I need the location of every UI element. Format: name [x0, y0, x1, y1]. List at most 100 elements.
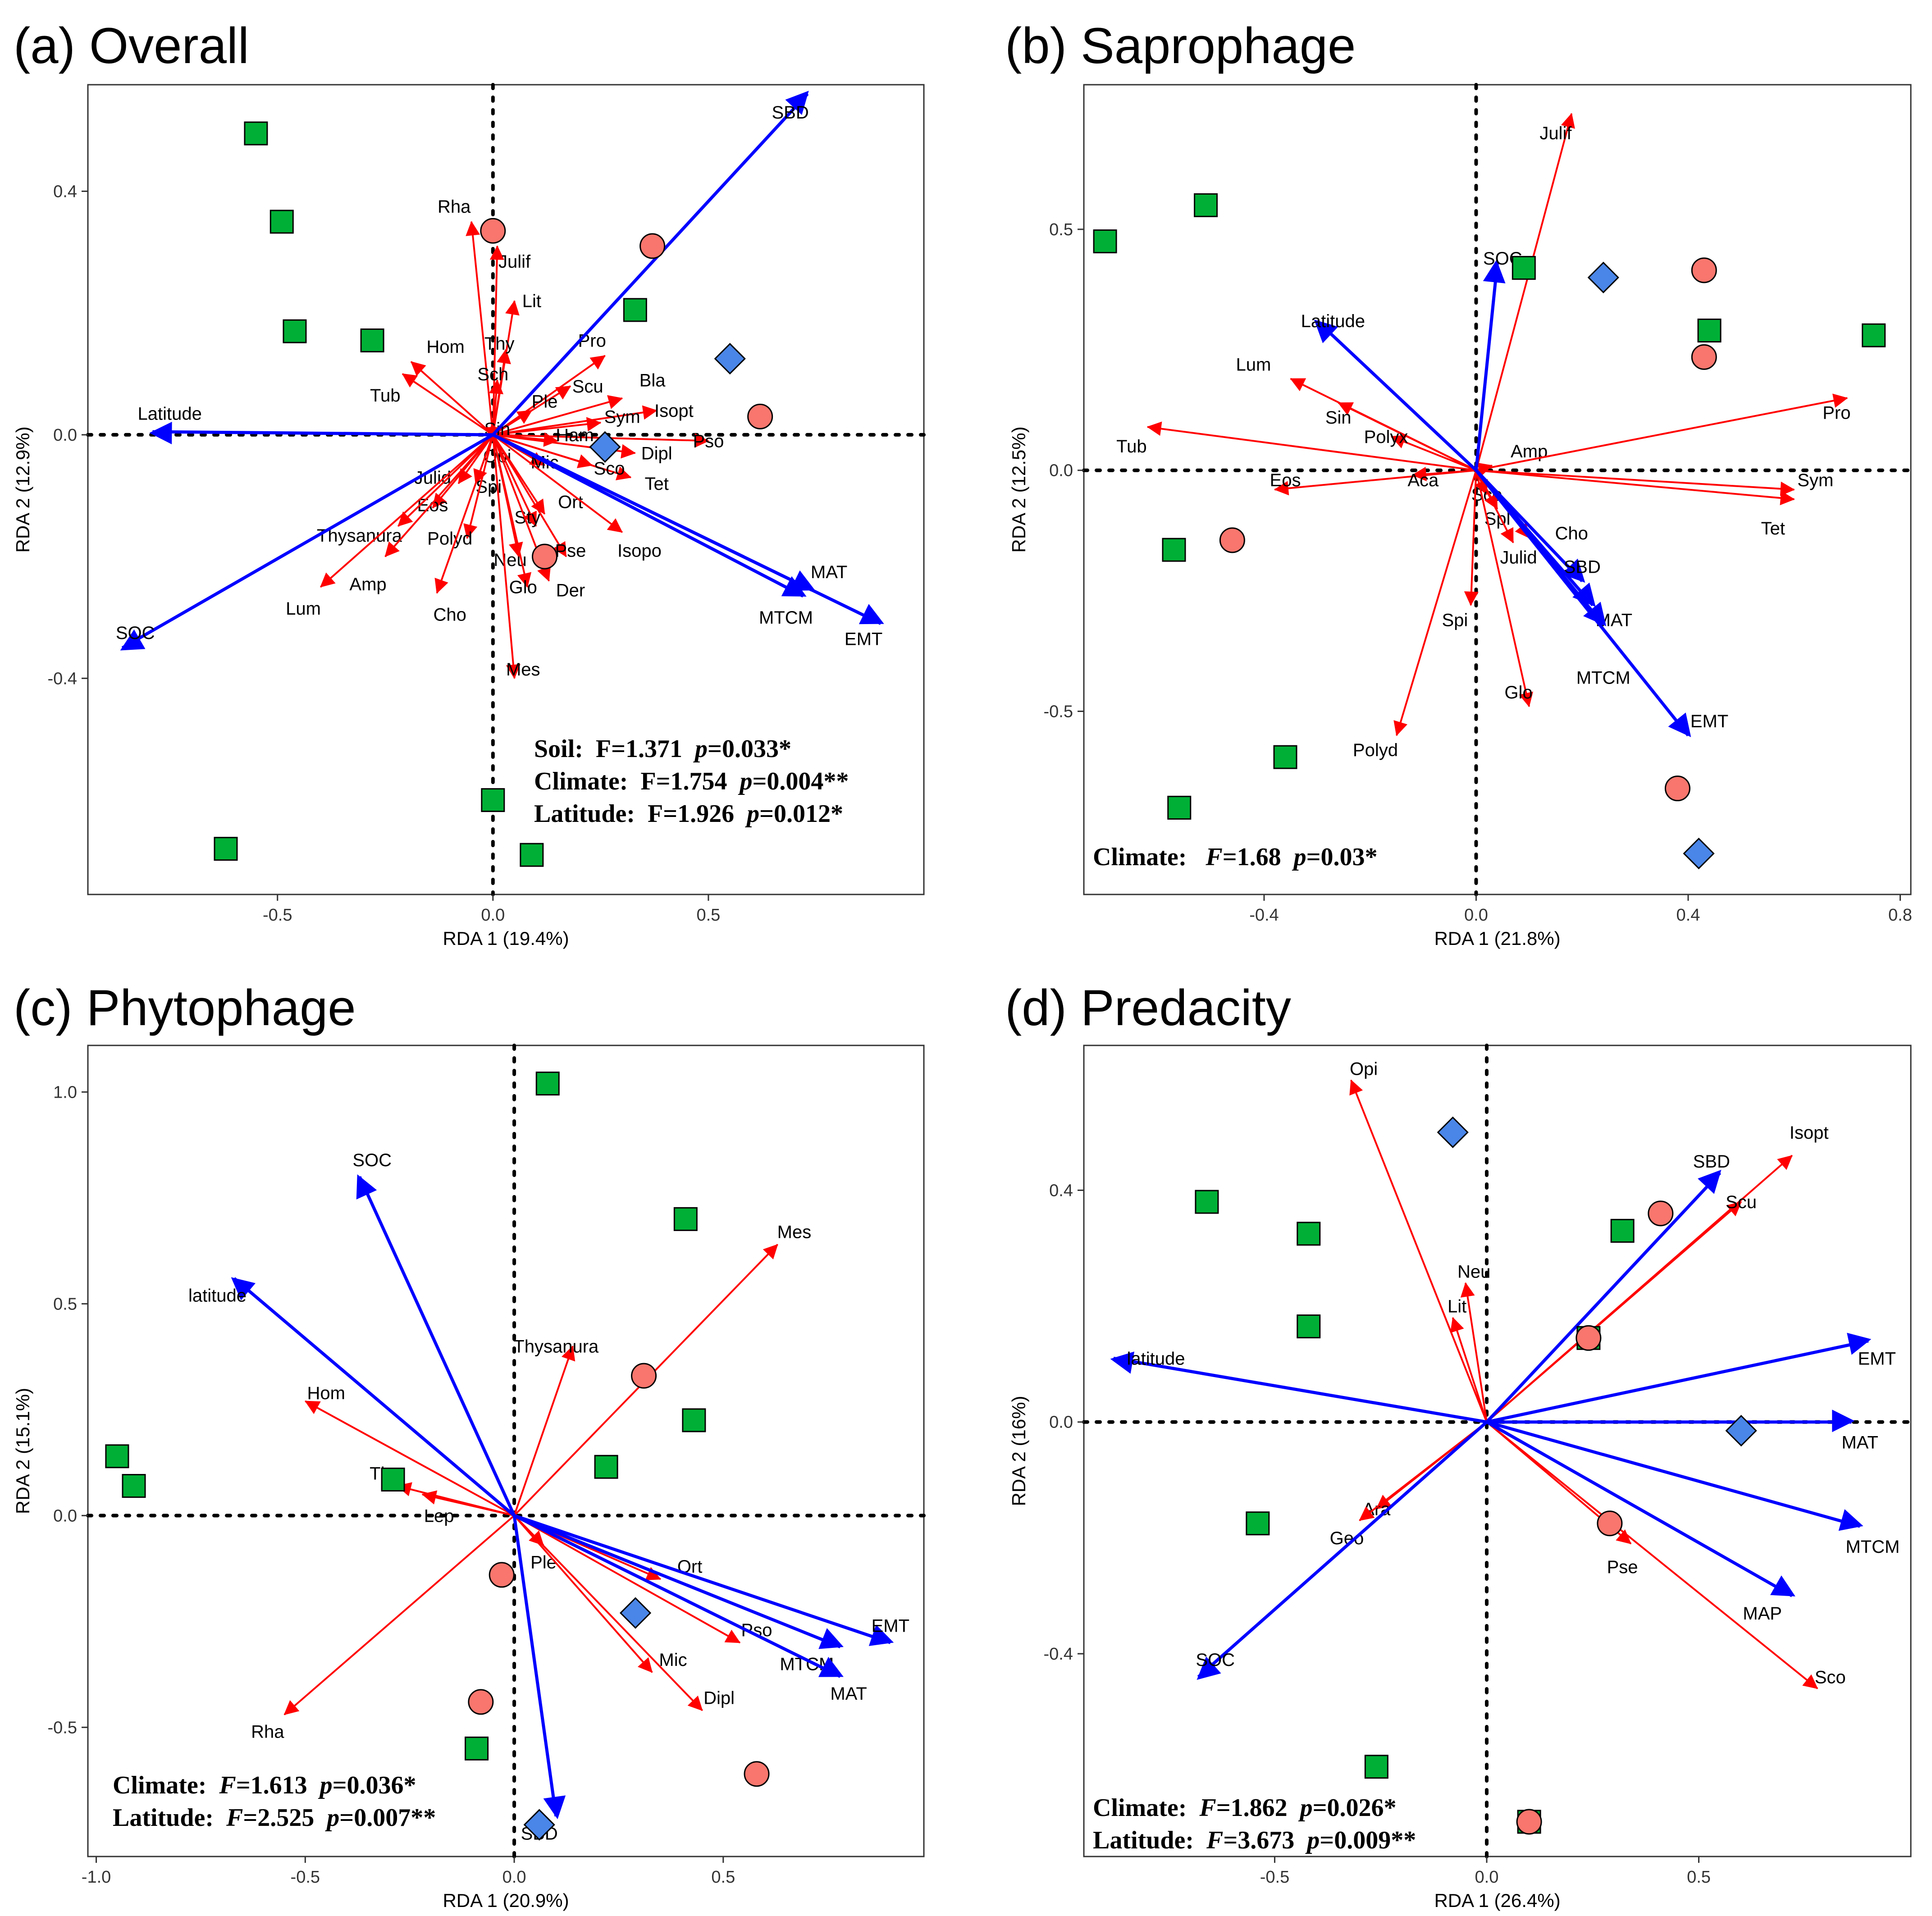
species-label: Julif: [498, 252, 531, 272]
species-label: Polyd: [427, 529, 472, 549]
stats-segment: p: [738, 767, 752, 795]
y-tick-label: 0.4: [1049, 1181, 1073, 1200]
species-arrow-amp: [384, 434, 494, 557]
stats-segment: p: [325, 1804, 339, 1832]
y-tick-label: -0.5: [1044, 703, 1073, 721]
y-tick-label: 0.0: [53, 426, 77, 445]
species-label: Cho: [434, 605, 466, 625]
stats-line: Climate: F=1.862 p=0.026*: [1093, 1794, 1397, 1822]
panel-predacity: (d) Predacity -0.5 0.0 0.5 -0.4 0.0 0.4 RDA 1 (…: [1005, 980, 1913, 1911]
env-arrow-mat: [513, 1514, 844, 1678]
species-arrow-sin: [1338, 402, 1477, 471]
stats-line: Latitude: F=3.673 p=0.009**: [1093, 1826, 1416, 1854]
panel-title: (c) Phytophage: [14, 980, 356, 1036]
species-arrow-pro: [1476, 393, 1848, 471]
env-label: Latitude: [138, 404, 202, 424]
site-square-marker: [269, 210, 294, 234]
site-square-marker: [1512, 255, 1536, 280]
environment-vectors: SOClatitudeEMTMTCMMATSBD: [188, 1150, 909, 1844]
y-axis-label: RDA 2 (15.1%): [12, 1388, 33, 1514]
env-label: MAP: [1743, 1604, 1782, 1624]
x-tick-label: 0.5: [696, 906, 720, 925]
stats-line: Latitude: F=1.926 p=0.012*: [534, 800, 843, 828]
species-label: Rha: [251, 1722, 284, 1742]
stats-segment: =0.012*: [759, 800, 843, 828]
species-arrow-dipl: [513, 1515, 703, 1711]
env-label: EMT: [845, 630, 882, 649]
species-arrow-hom: [304, 1400, 515, 1517]
x-tick-label: 0.8: [1888, 906, 1912, 925]
env-label: MTCM: [1845, 1537, 1900, 1557]
site-diamond-marker: [1683, 837, 1715, 870]
species-arrow-spi: [1464, 470, 1479, 606]
env-arrow-mtcm: [513, 1514, 844, 1649]
site-markers: [1195, 1116, 1757, 1835]
species-label: Tub: [1116, 437, 1146, 456]
species-label: Lit: [1448, 1297, 1466, 1317]
site-diamond-marker: [589, 431, 621, 463]
species-label: Hom: [307, 1383, 345, 1403]
y-tick-label: 0.0: [1049, 1413, 1073, 1432]
stats-segment: =2.525: [243, 1804, 327, 1832]
species-label: Thy: [484, 334, 515, 354]
env-label: latitude: [1127, 1349, 1185, 1369]
species-label: Lum: [286, 599, 321, 619]
y-tick-label: -0.4: [48, 669, 77, 688]
species-label: Glo: [1504, 683, 1532, 703]
y-tick-label: 0.0: [53, 1506, 77, 1525]
species-label: Dipl: [703, 1688, 735, 1708]
species-label: Cho: [1555, 524, 1588, 543]
panel-overall: (a) Overall -0.5 0.0 0.5 -0.4 0.0 0.4 RDA 1 (19…: [12, 18, 926, 949]
env-arrow-map: [1486, 1420, 1795, 1597]
site-circle-marker: [639, 233, 666, 259]
x-tick-label: 0.5: [1687, 1868, 1711, 1887]
env-arrow-soc: [1197, 1421, 1488, 1680]
env-label: SBD: [1564, 557, 1601, 577]
x-axis-label: RDA 1 (19.4%): [443, 928, 569, 949]
species-label: Lep: [424, 1506, 454, 1526]
species-label: Pse: [555, 541, 586, 561]
species-label: Pro: [578, 331, 606, 351]
x-axis-label: RDA 1 (21.8%): [1434, 928, 1560, 949]
species-arrow-bla: [493, 395, 623, 436]
species-label: Polyx: [1364, 427, 1408, 447]
x-axis-label: RDA 1 (26.4%): [1434, 1890, 1560, 1911]
site-circle-marker: [1664, 776, 1690, 802]
species-label: Ple: [532, 392, 558, 412]
species-arrow-pso: [514, 1515, 741, 1644]
species-label: Aca: [1407, 470, 1439, 490]
species-label: Rha: [438, 197, 471, 217]
species-label: Amp: [349, 575, 386, 594]
species-arrow-mic: [513, 1515, 653, 1673]
species-arrow-sco: [1486, 1421, 1818, 1689]
stats-segment: p: [1298, 1794, 1313, 1822]
species-arrow-mes: [492, 434, 521, 679]
y-tick-label: 0.5: [53, 1295, 77, 1314]
species-arrow-rha: [466, 221, 494, 435]
site-square-marker: [1862, 323, 1886, 347]
env-arrow-latitude: [1110, 1351, 1487, 1424]
stats-segment: Climate:: [1093, 843, 1206, 871]
species-label: Dipl: [641, 443, 672, 463]
species-arrow-glo: [1475, 470, 1533, 707]
site-circle-marker: [468, 1689, 494, 1715]
stats-segment: =0.026*: [1313, 1794, 1397, 1822]
x-tick-label: 0.0: [502, 1868, 526, 1887]
species-arrow-scu: [1486, 1201, 1742, 1423]
site-square-marker: [465, 1736, 489, 1761]
site-square-marker: [481, 788, 505, 812]
stats-segment: =1.862: [1216, 1794, 1300, 1822]
stats-segment: F: [1199, 1794, 1216, 1822]
species-arrow-ham: [493, 432, 558, 447]
stats-segment: p: [1305, 1826, 1320, 1854]
env-arrow-mtcm: [1486, 1420, 1863, 1531]
x-tick-label: 0.5: [711, 1868, 735, 1887]
site-square-marker: [1194, 193, 1218, 217]
species-label: Scu: [572, 377, 603, 397]
site-circle-marker: [1691, 344, 1717, 370]
env-arrow-sbd: [492, 91, 809, 436]
site-markers: [214, 121, 773, 867]
env-arrow-latitude: [1314, 319, 1477, 472]
stats-line: Climate: F=1.613 p=0.036*: [113, 1771, 416, 1799]
